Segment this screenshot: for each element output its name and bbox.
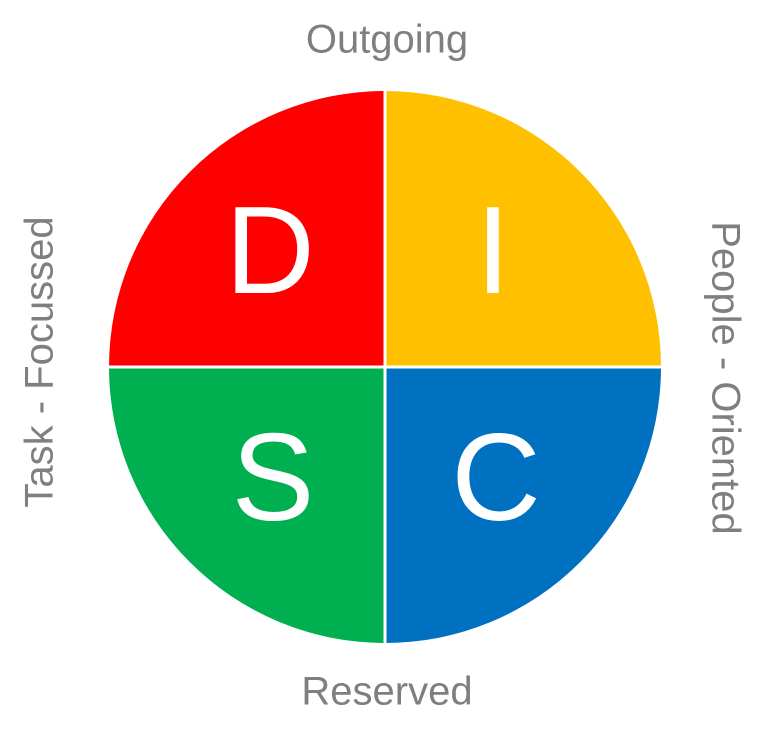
quadrant-s-letter: S <box>232 409 315 547</box>
axis-label-top: Outgoing <box>306 18 468 62</box>
axis-label-right: People - Oriented <box>703 221 747 535</box>
quadrant-c-letter: C <box>451 409 541 547</box>
quadrant-d-letter: D <box>225 182 315 320</box>
quadrant-i-wedge <box>385 91 661 367</box>
quadrant-i-letter: I <box>476 182 510 320</box>
axis-label-bottom: Reserved <box>301 670 472 714</box>
axis-label-left: Task - Focussed <box>18 216 62 507</box>
